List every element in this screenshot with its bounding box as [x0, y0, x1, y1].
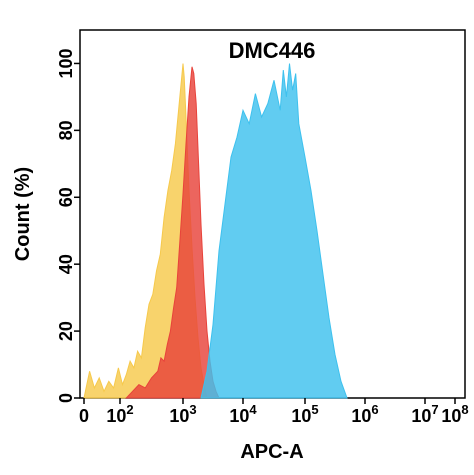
y-tick-label: 20	[56, 321, 76, 341]
y-tick-label: 40	[56, 254, 76, 274]
y-axis-ticks: 0 20 40 60 80 100	[56, 48, 80, 403]
x-axis-ticks: 0 102 103 104 105 106 107 108	[79, 398, 469, 426]
x-tick-label: 105	[291, 402, 318, 426]
x-axis-title: APC-A	[240, 441, 303, 463]
y-tick-label: 60	[56, 187, 76, 207]
x-tick-label: 106	[351, 402, 378, 426]
x-tick-label: 103	[169, 402, 196, 426]
y-tick-label: 80	[56, 120, 76, 140]
x-tick-label: 0	[79, 406, 89, 426]
histogram-series-layer	[83, 63, 348, 399]
x-tick-label: 107	[411, 402, 438, 426]
y-tick-label: 0	[56, 393, 76, 403]
x-tick-label: 102	[106, 402, 133, 426]
histogram-series-2	[125, 66, 220, 399]
x-tick-label: 108	[441, 402, 468, 426]
y-axis-title: Count (%)	[12, 167, 34, 261]
histogram-series-3	[200, 63, 348, 399]
x-tick-label: 104	[229, 402, 257, 426]
y-tick-label: 100	[56, 48, 76, 78]
chart-title: DMC446	[229, 38, 316, 63]
